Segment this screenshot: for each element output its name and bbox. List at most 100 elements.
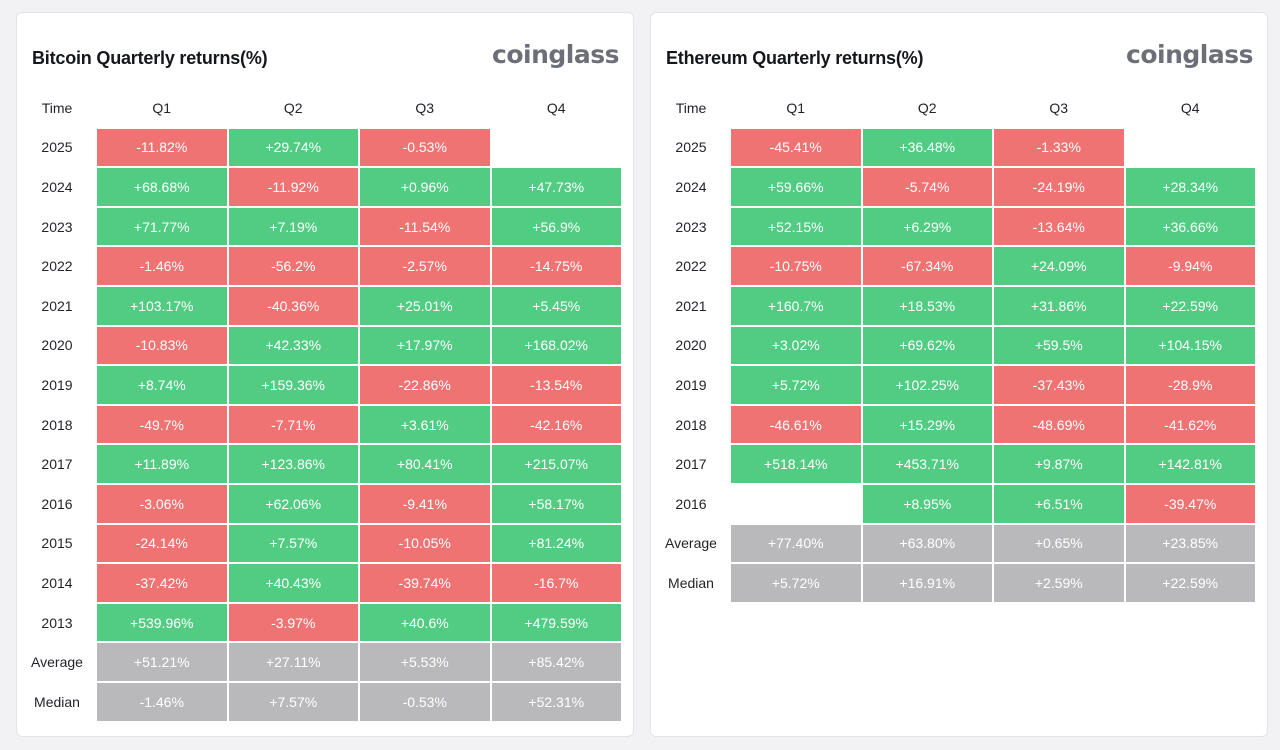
return-cell: -1.46% — [97, 247, 227, 285]
year-label: 2025 — [41, 139, 73, 156]
empty-cell — [1126, 129, 1256, 167]
return-cell: -48.69% — [994, 405, 1124, 444]
return-cell: +42.33% — [228, 326, 358, 365]
return-cell: +518.14% — [731, 445, 861, 483]
return-cell: +27.11% — [228, 643, 358, 681]
return-cell: +80.41% — [360, 445, 490, 483]
return-cell: +59.5% — [994, 326, 1124, 365]
table-row: 2015 -24.14% +7.57% -10.05% +81.24% — [17, 524, 623, 565]
year-label: 2023 — [41, 218, 73, 235]
summary-row: Median -1.46% +7.57% -0.53% +52.31% — [17, 682, 623, 723]
year-label: 2014 — [41, 574, 73, 591]
panel-title: Ethereum Quarterly returns(%) — [666, 48, 924, 68]
return-cell: +56.9% — [491, 207, 621, 246]
coinglass-logo: coinglass — [1126, 40, 1253, 69]
returns-table: Time Q1 Q2 Q3 Q4 2025 -11.82% +29.74% -0.53% 2024… — [17, 89, 623, 723]
return-cell: +71.77% — [97, 207, 227, 246]
return-cell: +63.80% — [862, 524, 992, 563]
return-cell: +15.29% — [862, 405, 992, 444]
return-cell: -40.36% — [228, 286, 358, 325]
quarter-column-header: Q4 — [546, 99, 566, 116]
return-cell: +69.62% — [862, 326, 992, 365]
empty-cell — [731, 485, 861, 523]
table-row: 2013 +539.96% -3.97% +40.6% +479.59% — [17, 603, 623, 644]
return-cell: +52.31% — [491, 682, 621, 721]
return-cell: -56.2% — [228, 247, 358, 285]
return-cell: +102.25% — [862, 366, 992, 404]
return-cell: +77.40% — [731, 524, 861, 563]
year-label: 2017 — [41, 456, 73, 473]
quarter-column-header: Q4 — [1180, 99, 1200, 116]
return-cell: +159.36% — [228, 366, 358, 404]
return-cell: -13.64% — [994, 207, 1124, 246]
return-cell: +9.87% — [994, 445, 1124, 483]
return-cell: -11.54% — [360, 207, 490, 246]
return-cell: -49.7% — [97, 405, 227, 444]
return-cell: +142.81% — [1125, 445, 1255, 483]
table-row: 2022 -10.75% -67.34% +24.09% -9.94% — [651, 247, 1257, 287]
return-cell: +17.97% — [360, 326, 490, 365]
year-label: 2018 — [675, 416, 707, 433]
return-cell: +22.59% — [1125, 564, 1255, 602]
return-cell: -13.54% — [491, 366, 621, 404]
return-cell: +31.86% — [994, 286, 1124, 325]
return-cell: +8.74% — [97, 366, 227, 404]
return-cell: +2.59% — [994, 564, 1124, 602]
panel-title: Bitcoin Quarterly returns(%) — [32, 48, 268, 68]
quarter-column-header: Q2 — [283, 99, 303, 116]
return-cell: -2.57% — [360, 247, 490, 285]
summary-row: Average +77.40% +63.80% +0.65% +23.85% — [651, 524, 1257, 565]
summary-label: Median — [668, 574, 714, 591]
return-cell: +29.74% — [228, 128, 358, 167]
table-row: 2021 +160.7% +18.53% +31.86% +22.59% — [651, 286, 1257, 327]
year-label: 2024 — [675, 178, 707, 195]
return-cell: -22.86% — [360, 366, 490, 404]
table-row: 2017 +11.89% +123.86% +80.41% +215.07% — [17, 445, 623, 485]
year-label: 2021 — [41, 297, 73, 314]
return-cell: -37.42% — [97, 564, 227, 602]
return-cell: +160.7% — [731, 286, 861, 325]
return-cell: +47.73% — [491, 168, 621, 206]
year-label: 2024 — [41, 178, 73, 195]
return-cell: +16.91% — [862, 564, 992, 602]
return-cell: +6.51% — [994, 484, 1124, 523]
returns-table: Time Q1 Q2 Q3 Q4 2025 -45.41% +36.48% -1.33% 2024… — [651, 89, 1257, 604]
return-cell: +18.53% — [862, 286, 992, 325]
year-label: 2023 — [675, 218, 707, 235]
table-row: 2023 +71.77% +7.19% -11.54% +56.9% — [17, 207, 623, 248]
return-cell: -5.74% — [862, 168, 992, 206]
return-cell: +62.06% — [228, 484, 358, 523]
return-cell: +25.01% — [360, 286, 490, 325]
table-row: 2020 -10.83% +42.33% +17.97% +168.02% — [17, 326, 623, 367]
return-cell: -11.82% — [97, 128, 227, 167]
table-row: 2021 +103.17% -40.36% +25.01% +5.45% — [17, 286, 623, 327]
return-cell: -14.75% — [491, 247, 621, 285]
return-cell: +6.29% — [862, 207, 992, 246]
return-cell: -1.46% — [97, 682, 227, 721]
return-cell: -28.9% — [1125, 366, 1255, 404]
year-label: 2022 — [41, 258, 73, 275]
year-label: 2019 — [41, 376, 73, 393]
return-cell: +3.61% — [360, 405, 490, 444]
return-cell: -0.53% — [360, 128, 490, 167]
return-cell: -9.94% — [1125, 247, 1255, 285]
return-cell: -45.41% — [731, 128, 861, 167]
table-row: 2014 -37.42% +40.43% -39.74% -16.7% — [17, 564, 623, 604]
return-cell: -37.43% — [994, 366, 1124, 404]
return-cell: +215.07% — [491, 445, 621, 483]
ethereum-returns-panel: Ethereum Quarterly returns(%) coinglass … — [650, 12, 1268, 737]
year-label: 2019 — [675, 376, 707, 393]
return-cell: -10.83% — [97, 326, 227, 365]
year-label: 2013 — [41, 614, 73, 631]
summary-label: Average — [31, 654, 83, 671]
return-cell: +36.48% — [862, 128, 992, 167]
year-label: 2020 — [675, 337, 707, 354]
return-cell: +58.17% — [491, 484, 621, 523]
return-cell: -41.62% — [1125, 405, 1255, 444]
return-cell: +168.02% — [491, 326, 621, 365]
return-cell: -7.71% — [228, 405, 358, 444]
return-cell: -39.47% — [1125, 484, 1255, 523]
summary-label: Average — [665, 535, 717, 552]
return-cell: -46.61% — [731, 405, 861, 444]
